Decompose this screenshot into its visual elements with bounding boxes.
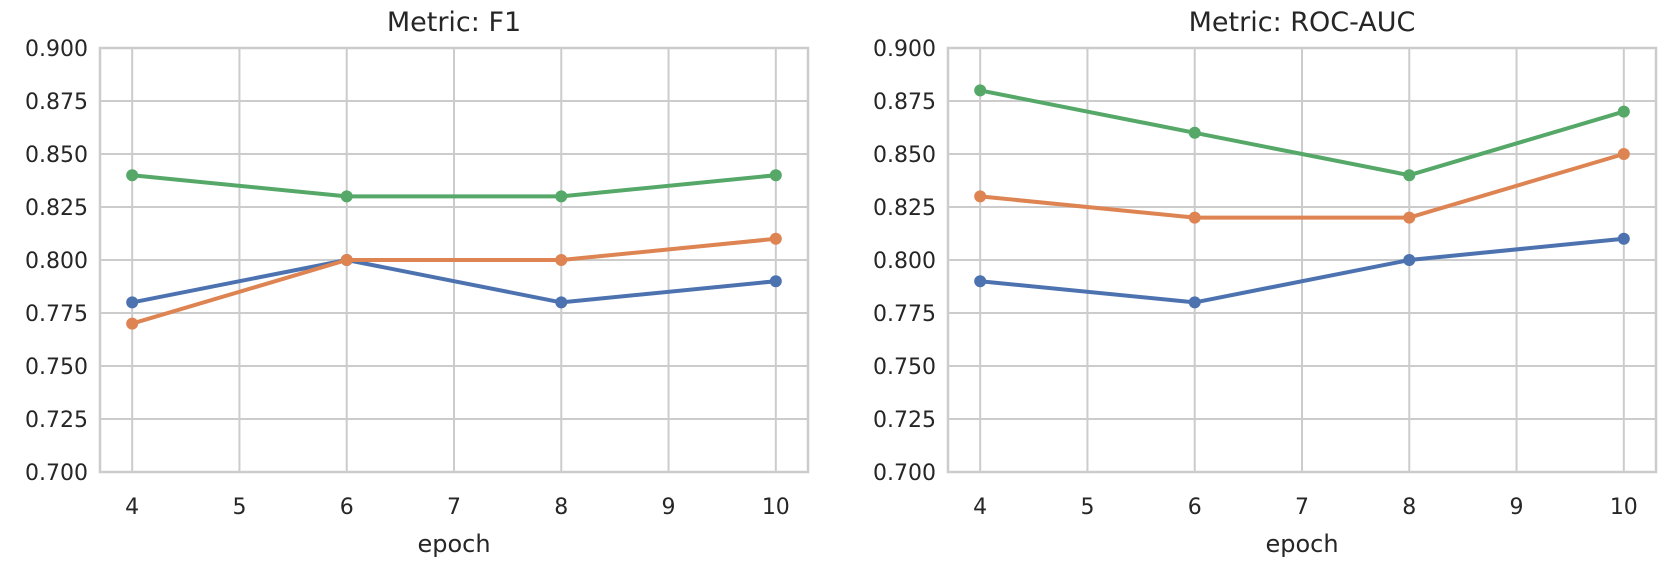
x-tick-label: 9 bbox=[1510, 495, 1524, 520]
plot-border bbox=[98, 46, 810, 474]
x-tick-label: 7 bbox=[447, 495, 461, 520]
data-point-marker bbox=[340, 190, 353, 203]
chart-title: Metric: F1 bbox=[386, 7, 522, 38]
data-point-marker bbox=[769, 275, 782, 288]
data-point-marker bbox=[555, 296, 568, 309]
x-tick-label: 9 bbox=[662, 495, 676, 520]
chart-title: Metric: ROC-AUC bbox=[1188, 7, 1416, 38]
data-point-marker bbox=[1188, 126, 1201, 139]
y-tick-label: 0.775 bbox=[873, 302, 936, 327]
y-tick-label: 0.825 bbox=[25, 196, 88, 221]
data-point-marker bbox=[1403, 211, 1416, 224]
y-tick-label: 0.700 bbox=[873, 461, 936, 486]
data-point-marker bbox=[974, 84, 987, 97]
x-tick-label: 10 bbox=[762, 495, 790, 520]
data-point-marker bbox=[769, 232, 782, 245]
x-tick-label: 8 bbox=[1402, 495, 1416, 520]
data-point-marker bbox=[555, 254, 568, 266]
data-point-marker bbox=[1617, 148, 1630, 160]
f1-line-chart: 0.700 0.725 0.750 0.775 0.800 0.825 0.850 0.875… bbox=[25, 37, 810, 520]
data-point-marker bbox=[1188, 296, 1201, 309]
series-line bbox=[978, 236, 1626, 305]
data-point-marker bbox=[1617, 232, 1630, 245]
x-tick-label: 6 bbox=[1188, 495, 1202, 520]
y-tick-label: 0.700 bbox=[25, 461, 88, 486]
x-tick-label: 4 bbox=[973, 495, 987, 520]
x-axis-label: epoch bbox=[1265, 530, 1339, 558]
series-line bbox=[130, 173, 778, 199]
y-tick-label: 0.775 bbox=[25, 302, 88, 327]
data-point-marker bbox=[126, 317, 139, 330]
y-tick-label: 0.750 bbox=[873, 355, 936, 380]
y-tick-label: 0.900 bbox=[25, 37, 88, 62]
data-point-marker bbox=[1188, 211, 1201, 224]
x-tick-label: 5 bbox=[232, 495, 246, 520]
y-tick-label: 0.875 bbox=[25, 90, 88, 115]
data-point-marker bbox=[555, 190, 568, 203]
plot-border bbox=[946, 46, 1658, 474]
series-line bbox=[130, 258, 778, 305]
data-point-marker bbox=[126, 169, 139, 182]
y-tick-label: 0.850 bbox=[873, 143, 936, 168]
x-tick-label: 5 bbox=[1080, 495, 1094, 520]
x-tick-label: 10 bbox=[1610, 495, 1638, 520]
y-tick-label: 0.750 bbox=[25, 355, 88, 380]
y-tick-label: 0.725 bbox=[25, 408, 88, 433]
series-line bbox=[978, 88, 1626, 178]
roc-auc-line-chart: 0.700 0.725 0.750 0.775 0.800 0.825 0.850 0.875… bbox=[873, 37, 1658, 520]
x-tick-label: 4 bbox=[125, 495, 139, 520]
roc-auc-chart-panel: Metric: ROC-AUC 0.700 0.725 0.750 0.775 0.80… bbox=[848, 0, 1673, 565]
y-tick-label: 0.800 bbox=[25, 249, 88, 274]
series-line bbox=[978, 152, 1626, 220]
x-tick-label: 8 bbox=[554, 495, 568, 520]
data-point-marker bbox=[126, 296, 139, 309]
y-tick-label: 0.825 bbox=[873, 196, 936, 221]
data-point-marker bbox=[974, 275, 987, 288]
y-tick-label: 0.725 bbox=[873, 408, 936, 433]
y-tick-label: 0.850 bbox=[25, 143, 88, 168]
series-line bbox=[130, 236, 778, 326]
data-point-marker bbox=[974, 190, 987, 203]
y-tick-label: 0.800 bbox=[873, 249, 936, 274]
x-tick-label: 7 bbox=[1295, 495, 1309, 520]
y-tick-label: 0.875 bbox=[873, 90, 936, 115]
x-tick-label: 6 bbox=[340, 495, 354, 520]
data-point-marker bbox=[1403, 254, 1416, 266]
x-axis-label: epoch bbox=[417, 530, 491, 558]
f1-chart-panel: Metric: F1 0.700 0.725 0.750 0.775 0.800 0.82… bbox=[0, 0, 825, 565]
y-tick-label: 0.900 bbox=[873, 37, 936, 62]
data-point-marker bbox=[769, 169, 782, 182]
data-point-marker bbox=[1617, 105, 1630, 118]
data-point-marker bbox=[1403, 169, 1416, 182]
data-point-marker bbox=[340, 254, 353, 266]
